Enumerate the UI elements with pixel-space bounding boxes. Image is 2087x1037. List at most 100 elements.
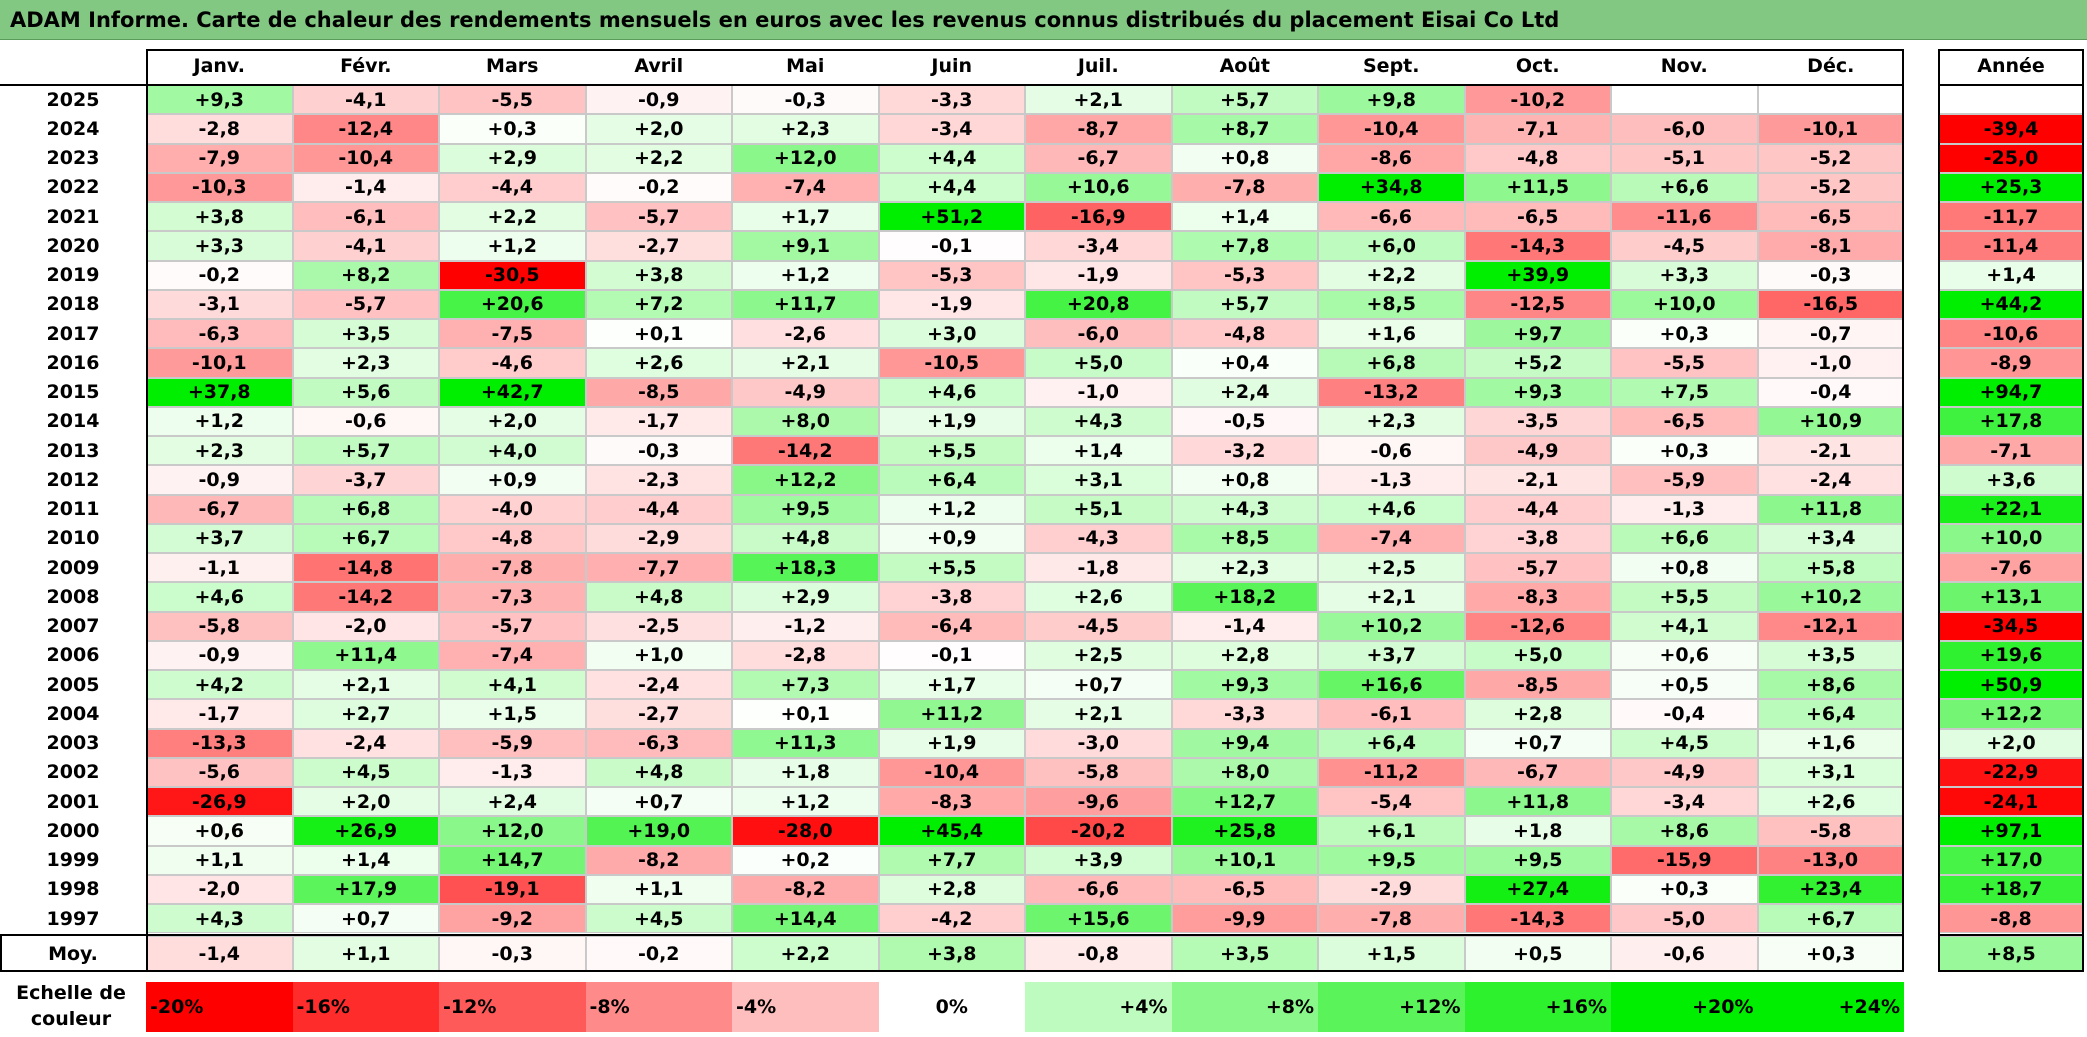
heat-cell: -0,2 <box>146 260 293 290</box>
heat-cell: -0,3 <box>1757 260 1904 290</box>
color-scale-step: -8% <box>585 982 732 1032</box>
annual-cell: -7,6 <box>1938 553 2084 583</box>
annual-cell: +10,0 <box>1938 523 2084 553</box>
heat-cell: +1,4 <box>1025 436 1172 466</box>
heat-cell: +39,9 <box>1464 260 1611 290</box>
heat-cell: -2,6 <box>732 319 879 349</box>
heat-cell: -6,5 <box>1171 874 1318 904</box>
heat-cell: +10,1 <box>1171 845 1318 875</box>
heat-cell: -8,2 <box>732 874 879 904</box>
year-label: 2015 <box>0 377 146 407</box>
heat-cell: -2,7 <box>585 231 732 261</box>
heat-cell: +2,2 <box>1318 260 1465 290</box>
heat-cell: -6,7 <box>146 494 293 524</box>
heat-cell: +7,8 <box>1171 231 1318 261</box>
heat-cell: +12,0 <box>732 143 879 173</box>
heat-cell: -7,4 <box>439 640 586 670</box>
heat-cell: -0,4 <box>1611 699 1758 729</box>
color-scale-label: Echelle de couleur <box>16 982 126 1030</box>
heat-cell: -4,4 <box>585 494 732 524</box>
heat-cell: -7,8 <box>439 553 586 583</box>
heat-cell: +2,1 <box>1025 699 1172 729</box>
annual-cell: -11,7 <box>1938 202 2084 232</box>
annual-cell: -39,4 <box>1938 114 2084 144</box>
heat-cell: +0,3 <box>439 114 586 144</box>
heat-cell: +10,6 <box>1025 172 1172 202</box>
year-label: 2007 <box>0 611 146 641</box>
heat-cell: +2,1 <box>1318 582 1465 612</box>
heat-cell: -12,5 <box>1464 289 1611 319</box>
heat-cell: -0,7 <box>1757 319 1904 349</box>
heat-cell: +11,4 <box>292 640 439 670</box>
heat-cell: +51,2 <box>878 202 1025 232</box>
heat-cell: -9,9 <box>1171 904 1318 934</box>
heat-cell: +0,3 <box>1611 874 1758 904</box>
heat-cell: +9,5 <box>1318 845 1465 875</box>
chart-title: ADAM Informe. Carte de chaleur des rende… <box>0 0 2087 40</box>
heat-cell: -6,7 <box>1464 757 1611 787</box>
heat-cell: +12,2 <box>732 465 879 495</box>
heat-cell: -11,6 <box>1611 202 1758 232</box>
heat-cell: +4,2 <box>146 670 293 700</box>
heat-cell: -2,5 <box>585 611 732 641</box>
heat-cell: +2,1 <box>292 670 439 700</box>
heat-cell: -6,6 <box>1318 202 1465 232</box>
heat-cell: -8,3 <box>878 787 1025 817</box>
year-label: 2016 <box>0 348 146 378</box>
month-header: Mars <box>439 49 586 83</box>
heat-cell: +3,3 <box>146 231 293 261</box>
heat-cell: -4,8 <box>1171 319 1318 349</box>
heat-cell: -4,8 <box>1464 143 1611 173</box>
heat-cell: -0,6 <box>292 406 439 436</box>
heat-cell: -5,3 <box>1171 260 1318 290</box>
heat-cell: -4,9 <box>732 377 879 407</box>
heat-cell: -1,9 <box>1025 260 1172 290</box>
annual-cell: +17,8 <box>1938 406 2084 436</box>
heat-cell: +42,7 <box>439 377 586 407</box>
month-header: Sept. <box>1318 49 1465 83</box>
heat-cell: +1,8 <box>1464 816 1611 846</box>
heat-cell: +1,2 <box>732 787 879 817</box>
heat-cell: -3,3 <box>878 85 1025 115</box>
heat-cell: +8,5 <box>1171 523 1318 553</box>
heat-cell: +1,1 <box>146 845 293 875</box>
heat-cell: -10,1 <box>146 348 293 378</box>
heat-cell: +9,8 <box>1318 85 1465 115</box>
heat-cell: +3,7 <box>1318 640 1465 670</box>
heat-cell: -2,8 <box>732 640 879 670</box>
heat-cell: -1,4 <box>1171 611 1318 641</box>
year-label: 2002 <box>0 757 146 787</box>
heat-cell: +27,4 <box>1464 874 1611 904</box>
heat-cell: +6,6 <box>1611 523 1758 553</box>
heat-cell: -10,3 <box>146 172 293 202</box>
heat-cell: -28,0 <box>732 816 879 846</box>
annual-cell: +44,2 <box>1938 289 2084 319</box>
average-cell: -0,8 <box>1025 936 1172 973</box>
heat-cell: +0,2 <box>732 845 879 875</box>
heat-cell: -14,8 <box>292 553 439 583</box>
heat-cell: -3,1 <box>146 289 293 319</box>
month-header: Juin <box>878 49 1025 83</box>
heat-cell: +7,3 <box>732 670 879 700</box>
heat-cell: -9,2 <box>439 904 586 934</box>
heat-cell: +10,2 <box>1757 582 1904 612</box>
average-cell: -0,3 <box>439 936 586 973</box>
heat-cell: +3,8 <box>146 202 293 232</box>
color-scale-step: 0% <box>878 982 1025 1032</box>
heat-cell: +2,2 <box>439 202 586 232</box>
heat-cell: -6,1 <box>1318 699 1465 729</box>
year-label: 2024 <box>0 114 146 144</box>
heat-cell: +9,1 <box>732 231 879 261</box>
heat-cell: -3,4 <box>878 114 1025 144</box>
heat-cell: -5,9 <box>1611 465 1758 495</box>
heat-cell: +9,5 <box>1464 845 1611 875</box>
heat-cell: -5,5 <box>1611 348 1758 378</box>
heat-cell: +2,0 <box>292 787 439 817</box>
year-label: 2013 <box>0 436 146 466</box>
table-rule <box>0 934 2 971</box>
average-cell: +3,5 <box>1171 936 1318 973</box>
heat-cell: -5,7 <box>1464 553 1611 583</box>
heat-cell: +8,6 <box>1611 816 1758 846</box>
heat-cell: -5,4 <box>1318 787 1465 817</box>
heat-cell: +7,5 <box>1611 377 1758 407</box>
